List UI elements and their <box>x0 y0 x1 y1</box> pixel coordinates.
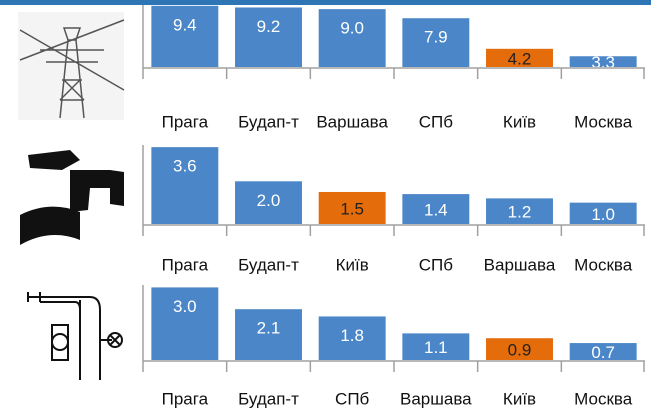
x-tick-label: Москва <box>574 389 633 408</box>
value-label: 1.8 <box>340 326 364 345</box>
x-tick-label: Прага <box>162 255 209 274</box>
value-label: 4.2 <box>508 49 532 68</box>
x-tick-label: Будап-т <box>238 255 299 274</box>
x-tick-label: Москва <box>574 255 633 274</box>
x-tick-label: Варшава <box>400 389 472 408</box>
x-tick-label: СПб <box>335 389 369 408</box>
value-label: 1.4 <box>424 201 448 220</box>
header-bar <box>0 0 651 5</box>
value-label: 3.3 <box>591 53 615 72</box>
icon-valve <box>27 292 123 380</box>
value-label: 1.5 <box>340 199 364 218</box>
x-tick-label: Київ <box>503 112 536 131</box>
bar <box>318 191 386 224</box>
value-label: 1.2 <box>508 203 532 222</box>
bar <box>235 309 302 360</box>
value-label: 3.0 <box>173 297 197 316</box>
value-label: 9.2 <box>257 17 281 36</box>
value-label: 0.7 <box>591 343 615 362</box>
value-label: 9.0 <box>340 19 364 38</box>
x-tick-label: Москва <box>574 112 633 131</box>
bar <box>151 147 219 224</box>
bar <box>486 338 553 360</box>
x-tick-label: Будап-т <box>238 389 299 408</box>
value-label: 1.0 <box>591 205 615 224</box>
x-tick-label: СПб <box>419 112 453 131</box>
value-label: 9.4 <box>173 15 197 34</box>
x-tick-label: Варшава <box>484 255 556 274</box>
bar <box>402 194 470 224</box>
bar <box>318 316 386 360</box>
x-tick-label: Будап-т <box>238 112 299 131</box>
icon-faucet <box>20 150 124 245</box>
x-tick-label: Прага <box>162 112 209 131</box>
bar <box>151 5 219 67</box>
bar <box>486 198 553 224</box>
value-label: 2.1 <box>257 319 281 338</box>
bar <box>235 7 302 68</box>
value-label: 2.0 <box>257 191 281 210</box>
bar <box>569 343 637 360</box>
bar <box>235 181 302 224</box>
bar <box>318 9 386 68</box>
value-label: 1.1 <box>424 338 448 357</box>
x-tick-label: Прага <box>162 389 209 408</box>
bar <box>486 48 553 67</box>
bar <box>402 333 470 360</box>
x-tick-label: Київ <box>336 255 369 274</box>
value-label: 3.6 <box>173 157 197 176</box>
bar <box>151 287 219 360</box>
bar <box>569 56 637 67</box>
value-label: 0.9 <box>508 341 532 360</box>
x-tick-label: Київ <box>503 389 536 408</box>
value-label: 7.9 <box>424 28 448 47</box>
x-tick-label: Варшава <box>316 112 388 131</box>
bar <box>569 202 637 224</box>
bar <box>402 18 470 67</box>
icon-power <box>18 12 125 120</box>
x-tick-label: СПб <box>419 255 453 274</box>
